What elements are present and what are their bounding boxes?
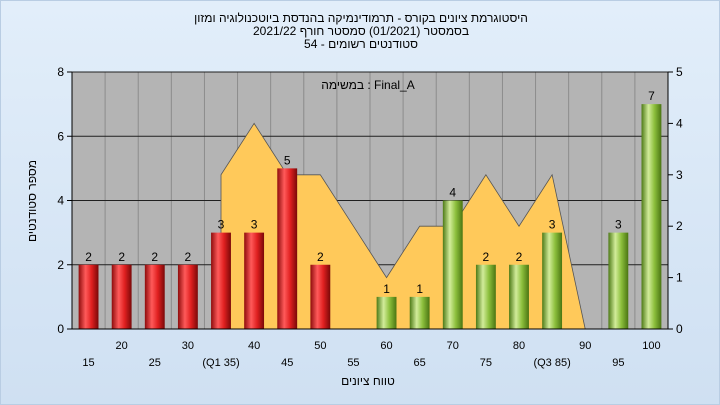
bar-25 <box>144 264 165 329</box>
bar-20 <box>111 264 132 329</box>
data-label-70: 4 <box>449 186 456 200</box>
x-tick-label-40: 40 <box>248 340 260 352</box>
chart-title-line-1: היסטוגרמת ציונים בקורס - תרמודינמיקה בהנ… <box>194 11 528 25</box>
y2-tick-label: 2 <box>676 219 683 233</box>
data-label-60: 1 <box>383 282 390 296</box>
x-tick-label-80: 80 <box>513 340 525 352</box>
bar-70 <box>442 200 463 329</box>
bar-45 <box>277 168 298 329</box>
bar-75 <box>475 264 496 329</box>
data-label-50: 2 <box>317 250 324 264</box>
bar-50 <box>310 264 331 329</box>
y2-tick-label: 1 <box>676 271 683 285</box>
x-tick-label-20: 20 <box>116 340 128 352</box>
data-label-15: 2 <box>85 250 92 264</box>
y2-tick-label: 3 <box>676 168 683 182</box>
data-label-80: 2 <box>516 250 523 264</box>
y-tick-label: 2 <box>57 258 64 272</box>
x-tick-label-25: 25 <box>149 357 161 369</box>
x-tick-label-55: 55 <box>347 357 359 369</box>
bar-40 <box>244 232 265 329</box>
y-tick-label: 4 <box>57 194 64 208</box>
y-tick-label: 0 <box>57 322 64 336</box>
x-tick-label-50: 50 <box>314 340 326 352</box>
data-label-40: 3 <box>251 218 258 232</box>
data-label-95: 3 <box>615 218 622 232</box>
chart-title-line-2: בסמסטר (01/2021) סמסטר חורף 2021/22 <box>252 24 470 38</box>
data-label-100: 7 <box>648 89 655 103</box>
x-axis-title: טווח ציונים <box>341 374 395 388</box>
y-axis-title: מספר סטודנטים <box>25 160 39 242</box>
x-tick-label-45: 45 <box>281 357 293 369</box>
x-tick-label-90: 90 <box>579 340 591 352</box>
data-label-35: 3 <box>218 218 225 232</box>
x-tick-label-60: 60 <box>380 340 392 352</box>
x-tick-label-100: 100 <box>642 340 660 352</box>
y-tick-label: 6 <box>57 129 64 143</box>
x-tick-label-75: 75 <box>480 357 492 369</box>
chart-title-line-3: סטודנטים רשומים - 54 <box>304 37 418 51</box>
bar-30 <box>177 264 198 329</box>
data-label-20: 2 <box>118 250 125 264</box>
x-tick-label-15: 15 <box>82 357 94 369</box>
y-tick-label: 8 <box>57 65 64 79</box>
y2-tick-label: 5 <box>676 65 683 79</box>
bar-65 <box>409 296 430 329</box>
data-label-65: 1 <box>416 282 423 296</box>
bar-35 <box>211 232 231 329</box>
x-tick-label-35: (Q1 35) <box>202 357 239 369</box>
x-tick-label-30: 30 <box>182 340 194 352</box>
y2-tick-label: 0 <box>676 322 683 336</box>
bar-85 <box>542 232 563 329</box>
bar-95 <box>608 232 629 329</box>
data-label-25: 2 <box>151 250 158 264</box>
y2-tick-label: 4 <box>676 116 683 130</box>
bar-60 <box>376 296 397 329</box>
data-label-75: 2 <box>483 250 490 264</box>
x-tick-label-65: 65 <box>414 357 426 369</box>
bar-80 <box>509 264 529 329</box>
data-label-85: 3 <box>549 218 556 232</box>
x-tick-label-95: 95 <box>612 357 624 369</box>
data-label-45: 5 <box>284 153 291 167</box>
data-label-30: 2 <box>185 250 192 264</box>
bar-15 <box>78 264 99 329</box>
x-tick-label-85: (Q3 85) <box>533 357 570 369</box>
bar-100 <box>641 104 662 329</box>
x-tick-label-70: 70 <box>447 340 459 352</box>
chart-subtitle: במשימה : Final_A <box>321 78 415 92</box>
